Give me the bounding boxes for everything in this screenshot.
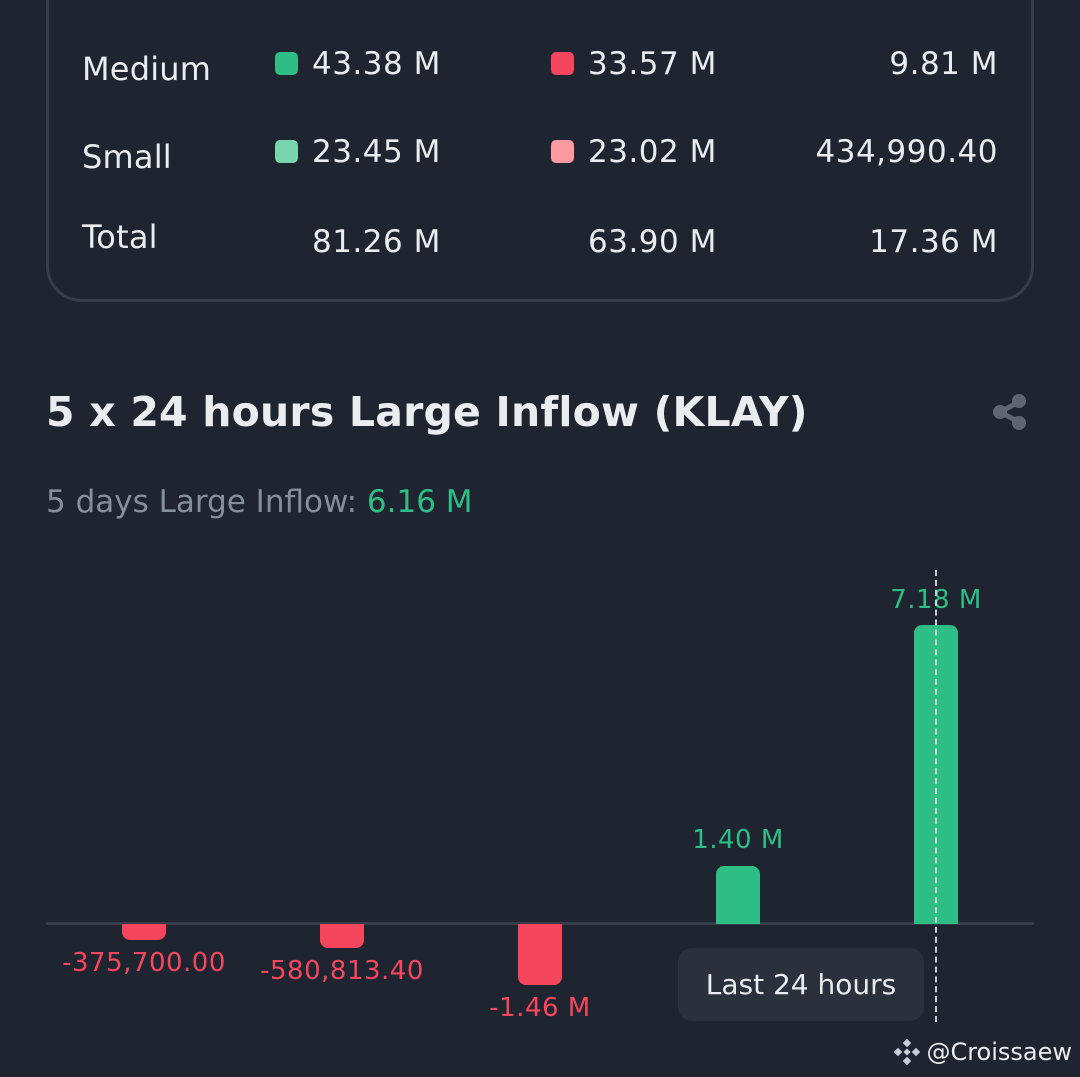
chart-bar-day-2[interactable] bbox=[320, 924, 364, 948]
row-label: Medium bbox=[82, 50, 212, 88]
watermark: @Croissaew bbox=[894, 1038, 1072, 1066]
summary-label: 5 days Large Inflow: bbox=[46, 484, 358, 520]
sell-value-text: 23.02 M bbox=[588, 134, 717, 170]
bar-value-label: 1.40 M bbox=[692, 825, 784, 855]
bar-value-label: -1.46 M bbox=[489, 993, 591, 1023]
sell-color-swatch bbox=[551, 140, 574, 163]
buy-color-swatch bbox=[275, 140, 298, 163]
table-row-total: Total 81.26 M 63.90 M 17.36 M bbox=[49, 218, 1031, 260]
chart-crosshair-line bbox=[935, 570, 937, 1022]
sell-value: 63.90 M bbox=[588, 224, 717, 260]
row-label: Small bbox=[82, 138, 172, 176]
sell-value: 23.02 M bbox=[551, 134, 717, 170]
net-value: 434,990.40 bbox=[815, 134, 998, 170]
tooltip-label: Last 24 hours bbox=[705, 968, 897, 1001]
five-day-inflow-summary: 5 days Large Inflow: 6.16 M bbox=[46, 484, 473, 520]
net-value: 17.36 M bbox=[869, 224, 998, 260]
sell-color-swatch bbox=[551, 52, 574, 75]
binance-logo-icon bbox=[894, 1039, 921, 1065]
share-button[interactable] bbox=[990, 392, 1030, 432]
chart-bar-day-4[interactable] bbox=[716, 866, 760, 924]
buy-value: 23.45 M bbox=[275, 134, 441, 170]
row-label: Total bbox=[82, 218, 158, 256]
buy-value: 81.26 M bbox=[312, 224, 441, 260]
net-value: 9.81 M bbox=[889, 46, 998, 82]
sell-value: 33.57 M bbox=[551, 46, 717, 82]
buy-color-swatch bbox=[275, 52, 298, 75]
share-icon bbox=[993, 394, 1026, 430]
buy-value-text: 43.38 M bbox=[312, 46, 441, 82]
table-row-medium: Medium 43.38 M 33.57 M 9.81 M bbox=[49, 46, 1031, 88]
bar-value-label: -580,813.40 bbox=[260, 956, 424, 986]
watermark-handle: @Croissaew bbox=[926, 1038, 1072, 1066]
chart-bar-day-1[interactable] bbox=[122, 924, 166, 940]
bar-value-label: -375,700.00 bbox=[62, 948, 226, 978]
buy-value: 43.38 M bbox=[275, 46, 441, 82]
section-title: 5 x 24 hours Large Inflow (KLAY) bbox=[46, 388, 808, 436]
inflow-summary-table: Medium 43.38 M 33.57 M 9.81 M Small 23.4… bbox=[46, 0, 1034, 302]
sell-value-text: 33.57 M bbox=[588, 46, 717, 82]
chart-tooltip: Last 24 hours bbox=[678, 948, 924, 1021]
summary-value: 6.16 M bbox=[366, 484, 473, 520]
table-row-small: Small 23.45 M 23.02 M 434,990.40 bbox=[49, 134, 1031, 178]
chart-bar-day-3[interactable] bbox=[518, 924, 562, 985]
chart-zero-axis bbox=[46, 922, 1034, 925]
buy-value-text: 23.45 M bbox=[312, 134, 441, 170]
